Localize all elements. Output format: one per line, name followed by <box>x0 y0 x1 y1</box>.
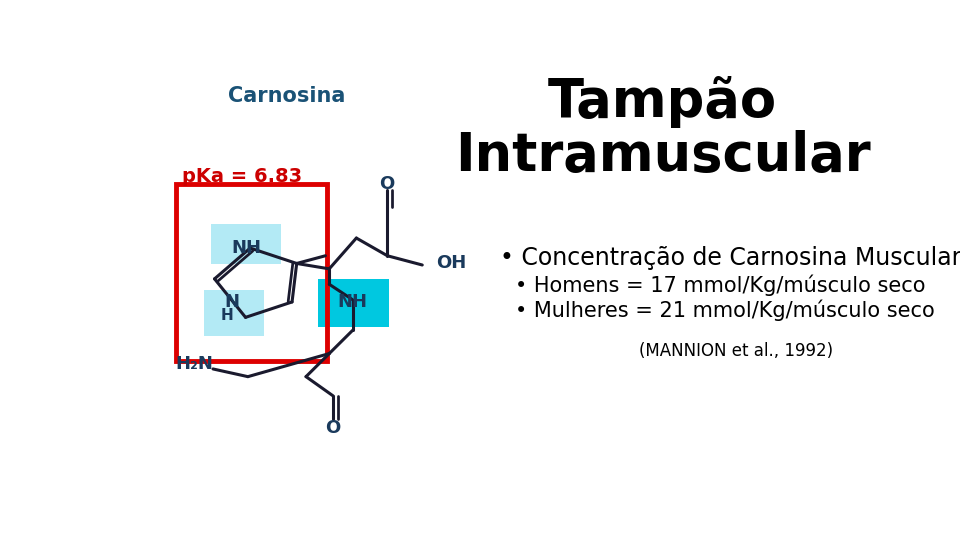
Text: H₂N: H₂N <box>176 355 214 373</box>
Text: • Concentração de Carnosina Muscular: • Concentração de Carnosina Muscular <box>500 246 960 270</box>
Bar <box>318 279 389 327</box>
Text: • Mulheres = 21 mmol/Kg/músculo seco: • Mulheres = 21 mmol/Kg/músculo seco <box>516 300 935 321</box>
Text: • Homens = 17 mmol/Kg/músculo seco: • Homens = 17 mmol/Kg/músculo seco <box>516 274 925 296</box>
Text: H: H <box>221 308 233 322</box>
Text: N: N <box>225 293 240 311</box>
Text: O: O <box>324 419 340 437</box>
Bar <box>211 224 281 264</box>
Text: pKa = 6.83: pKa = 6.83 <box>182 167 302 186</box>
Text: Carnosina: Carnosina <box>228 86 346 106</box>
Text: Intramuscular: Intramuscular <box>455 130 871 183</box>
Bar <box>204 289 264 336</box>
Text: O: O <box>379 175 395 193</box>
Text: NH: NH <box>231 239 261 257</box>
Text: OH: OH <box>436 254 467 273</box>
Text: (MANNION et al., 1992): (MANNION et al., 1992) <box>639 342 833 360</box>
Text: Tampão: Tampão <box>548 76 777 129</box>
Bar <box>176 184 327 361</box>
Text: NH: NH <box>338 293 368 311</box>
